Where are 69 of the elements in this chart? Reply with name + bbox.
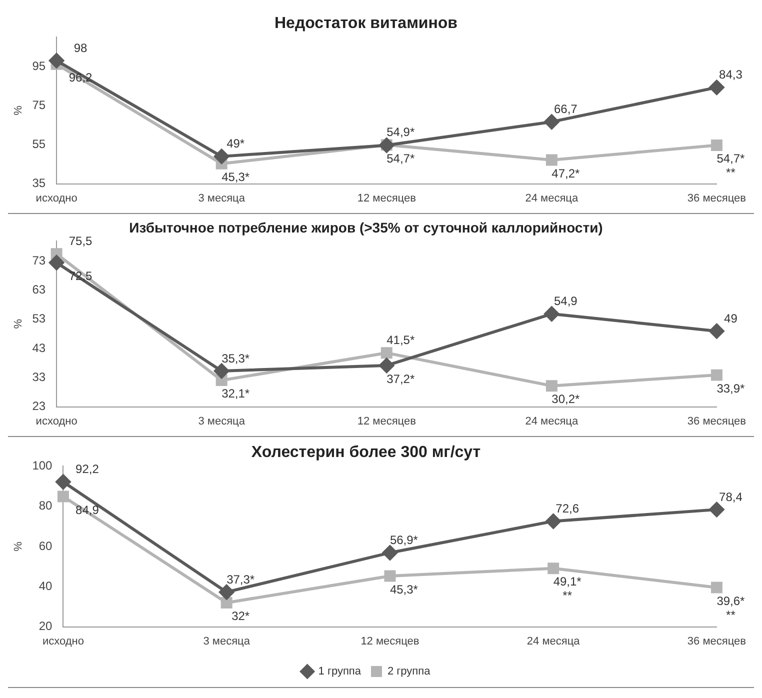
data-label: 37,2* [386, 372, 415, 386]
chart-title: Холестерин более 300 мг/сут [251, 444, 481, 462]
x-tick-label: 36 месяцев [687, 635, 746, 648]
data-label: 30,2* [552, 392, 580, 406]
y-tick-label: 43 [32, 340, 46, 355]
x-tick-label: 36 месяцев [687, 415, 746, 428]
x-tick-label: 12 месяцев [360, 635, 420, 648]
data-label: 92,2 [76, 462, 100, 476]
data-label: 54,7* [386, 152, 415, 166]
chart-title: Недостаток витаминов [274, 15, 458, 32]
data-label: 47,2* [552, 166, 580, 180]
y-tick-label: 33 [32, 370, 46, 384]
y-tick-label: 35 [32, 176, 46, 190]
data-label: 49,1* [553, 574, 582, 589]
x-tick-label: исходно [42, 635, 84, 648]
y-tick-label: 80 [38, 498, 53, 513]
data-label: 54,9 [554, 294, 578, 308]
data-label: 49* [226, 136, 245, 151]
y-tick-label: 40 [38, 578, 53, 593]
annotation: ** [562, 588, 572, 603]
y-tick-label: 53 [32, 312, 46, 326]
data-label: 45,3* [390, 582, 418, 596]
x-tick-label: 3 месяца [203, 635, 251, 648]
data-label: 45,3* [222, 170, 250, 184]
annotation: ** [726, 608, 736, 622]
x-tick-label: 24 месяца [525, 192, 579, 204]
annotation: ** [726, 166, 736, 180]
y-tick-label: 73 [32, 254, 46, 268]
data-label: 32,1* [222, 386, 250, 401]
data-label: 84,3 [719, 68, 743, 82]
data-label: 66,7 [554, 102, 578, 116]
data-label: 98 [74, 40, 88, 55]
data-label: 84,9 [76, 502, 100, 517]
y-tick-label: 55 [32, 137, 46, 152]
data-label: 37,3* [226, 572, 255, 586]
x-tick-label: 12 месяцев [357, 415, 416, 428]
data-label: 41,5* [386, 333, 415, 348]
y-tick-label: 95 [32, 58, 46, 73]
data-label: 54,9* [386, 125, 415, 140]
y-axis-title: % [12, 105, 25, 116]
y-axis-title: % [12, 541, 25, 552]
legend-label: 1 группа [318, 666, 362, 678]
data-label: 33,9* [716, 381, 746, 396]
data-label: 75,5 [68, 234, 93, 248]
y-tick-label: 100 [32, 458, 53, 473]
data-label: 72,6 [556, 502, 580, 516]
x-tick-label: исходно [36, 192, 78, 204]
chart-title: Избыточное потребление жиров (>35% от суточной каллорийности) [129, 219, 603, 236]
x-tick-label: 3 месяца [198, 415, 246, 428]
y-tick-label: 60 [38, 538, 53, 553]
y-tick-label: 63 [32, 282, 46, 297]
data-label: 49 [724, 311, 738, 326]
x-tick-label: 3 месяца [198, 192, 246, 204]
data-label: 32* [232, 609, 250, 624]
data-label: 54,7* [716, 152, 746, 166]
x-tick-label: 24 месяца [526, 635, 581, 648]
data-label: 56,9* [390, 533, 418, 548]
x-tick-label: 12 месяцев [357, 192, 416, 204]
legend-label: 2 группа [388, 666, 432, 678]
x-tick-label: 24 месяца [525, 415, 579, 428]
data-label: 35,3* [222, 351, 250, 366]
data-label: 39,6* [716, 594, 746, 608]
data-label: 78,4 [719, 490, 743, 504]
y-tick-label: 20 [38, 619, 53, 634]
x-tick-label: 36 месяцев [687, 192, 746, 204]
y-axis-title: % [12, 318, 25, 329]
x-tick-label: исходно [36, 415, 78, 428]
y-tick-label: 23 [32, 399, 46, 414]
y-tick-label: 75 [32, 98, 46, 112]
